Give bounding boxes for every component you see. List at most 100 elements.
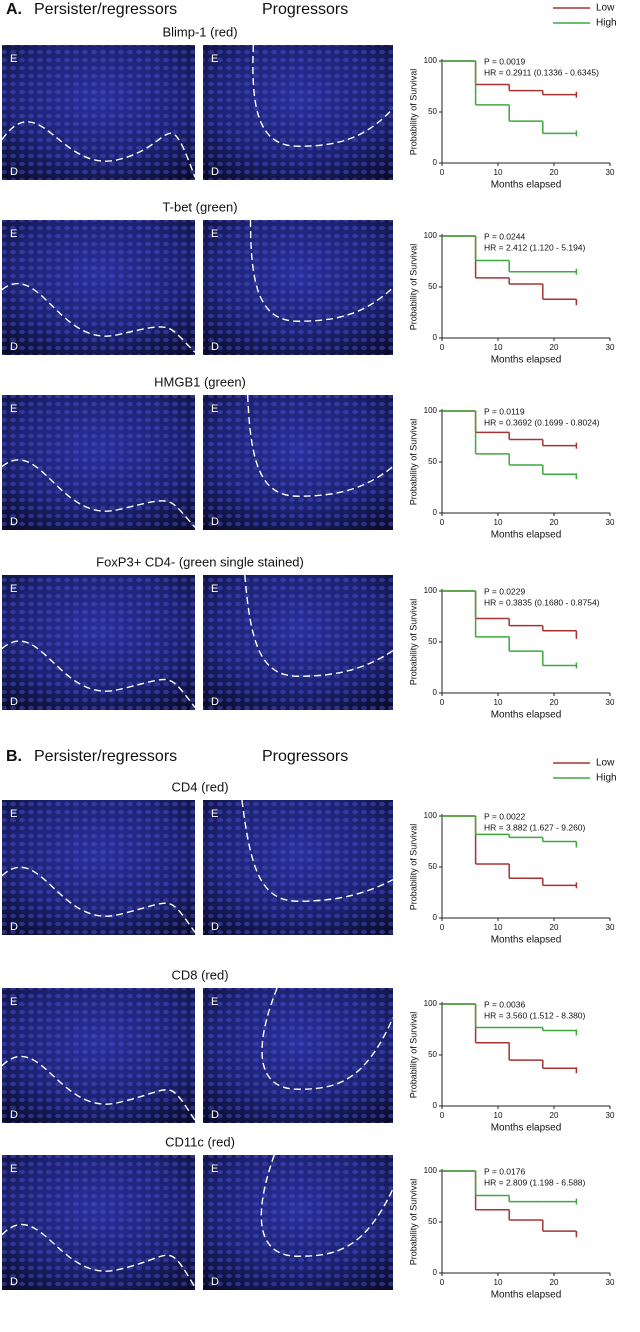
y-axis-label: Probability of Survival — [408, 824, 418, 911]
region-label: D — [211, 1109, 219, 1121]
region-label: E — [211, 996, 218, 1008]
region-label: E — [10, 403, 17, 415]
x-tick-label: 0 — [440, 518, 445, 527]
group-label: Progressors — [262, 748, 348, 765]
x-axis-label: Months elapsed — [491, 935, 562, 946]
micrograph-texture — [203, 45, 393, 180]
region-label: E — [10, 1163, 17, 1175]
group-label: Persister/regressors — [34, 1, 177, 18]
x-tick-label: 10 — [494, 1111, 503, 1120]
y-axis-label: Probability of Survival — [408, 244, 418, 331]
legend-label: High — [596, 773, 617, 784]
region-label: D — [211, 516, 219, 528]
region-label: D — [10, 921, 18, 933]
x-tick-label: 30 — [606, 168, 615, 177]
y-tick-label: 100 — [424, 1166, 438, 1175]
micrograph-texture — [203, 575, 393, 710]
micrograph-texture — [203, 395, 393, 530]
x-tick-label: 0 — [440, 698, 445, 707]
region-label: E — [10, 583, 17, 595]
annotation: P = 0.0022 — [484, 811, 525, 821]
x-tick-label: 30 — [606, 923, 615, 932]
panel-title: CD11c (red) — [165, 1134, 235, 1149]
x-tick-label: 20 — [550, 343, 559, 352]
x-tick-label: 20 — [550, 923, 559, 932]
annotation: HR = 0.3692 (0.1699 - 0.8024) — [484, 417, 600, 427]
annotation: HR = 3.882 (1.627 - 9.260) — [484, 822, 586, 832]
micrograph-texture — [203, 800, 393, 935]
micrograph-texture — [2, 1155, 195, 1290]
boundary-line — [252, 44, 394, 147]
annotation: HR = 3.560 (1.512 - 8.380) — [484, 1010, 586, 1020]
region-label: E — [10, 808, 17, 820]
micrograph-texture — [2, 988, 195, 1123]
x-tick-label: 10 — [494, 168, 503, 177]
x-tick-label: 30 — [606, 518, 615, 527]
y-axis-label: Probability of Survival — [408, 1012, 418, 1099]
x-tick-label: 10 — [494, 923, 503, 932]
x-tick-label: 30 — [606, 698, 615, 707]
x-axis-label: Months elapsed — [491, 180, 562, 191]
y-tick-label: 0 — [433, 1268, 438, 1277]
x-tick-label: 0 — [440, 343, 445, 352]
x-tick-label: 20 — [550, 698, 559, 707]
micrograph-texture — [2, 575, 195, 710]
section-label: B. — [6, 748, 22, 765]
y-tick-label: 50 — [428, 637, 437, 646]
panel-title: HMGB1 (green) — [154, 374, 246, 389]
region-label: E — [211, 1163, 218, 1175]
y-tick-label: 100 — [424, 231, 438, 240]
micrograph-texture — [2, 220, 195, 355]
x-tick-label: 0 — [440, 1278, 445, 1287]
boundary-line — [1, 1055, 196, 1121]
x-axis-label: Months elapsed — [491, 1290, 562, 1301]
region-label: D — [10, 341, 18, 353]
panel-title: Blimp-1 (red) — [162, 24, 237, 39]
region-label: E — [211, 53, 218, 65]
x-tick-label: 20 — [550, 168, 559, 177]
annotation: P = 0.0019 — [484, 56, 525, 66]
annotation: P = 0.0176 — [484, 1166, 525, 1176]
region-label: D — [10, 516, 18, 528]
annotation: HR = 2.412 (1.120 - 5.194) — [484, 242, 586, 252]
boundary-line — [1, 1223, 196, 1288]
legend-label: High — [596, 18, 617, 29]
region-label: D — [211, 341, 219, 353]
region-label: D — [10, 696, 18, 708]
x-tick-label: 0 — [440, 1111, 445, 1120]
boundary-line — [244, 574, 394, 677]
micrograph-texture — [2, 45, 195, 180]
x-tick-label: 10 — [494, 343, 503, 352]
y-tick-label: 0 — [433, 158, 438, 167]
y-tick-label: 100 — [424, 56, 438, 65]
x-tick-label: 20 — [550, 1111, 559, 1120]
x-tick-label: 20 — [550, 518, 559, 527]
y-tick-label: 100 — [424, 999, 438, 1008]
x-tick-label: 10 — [494, 518, 503, 527]
x-tick-label: 10 — [494, 698, 503, 707]
y-tick-label: 0 — [433, 1101, 438, 1110]
region-label: D — [10, 166, 18, 178]
boundary-line — [1, 866, 196, 933]
y-tick-label: 0 — [433, 913, 438, 922]
region-label: E — [10, 53, 17, 65]
y-tick-label: 50 — [428, 457, 437, 466]
group-label: Progressors — [262, 1, 348, 18]
x-axis-label: Months elapsed — [491, 530, 562, 541]
x-axis-label: Months elapsed — [491, 710, 562, 721]
region-label: D — [211, 166, 219, 178]
boundary-line — [249, 219, 394, 322]
micrograph-texture — [2, 800, 195, 935]
y-tick-label: 100 — [424, 406, 438, 415]
region-label: D — [211, 696, 219, 708]
section-label: A. — [6, 1, 22, 18]
y-tick-label: 0 — [433, 508, 438, 517]
annotation: P = 0.0244 — [484, 231, 525, 241]
y-tick-label: 0 — [433, 688, 438, 697]
region-label: E — [10, 996, 17, 1008]
y-tick-label: 100 — [424, 586, 438, 595]
boundary-line — [1, 459, 196, 528]
region-label: E — [211, 403, 218, 415]
y-tick-label: 0 — [433, 333, 438, 342]
y-axis-label: Probability of Survival — [408, 419, 418, 506]
